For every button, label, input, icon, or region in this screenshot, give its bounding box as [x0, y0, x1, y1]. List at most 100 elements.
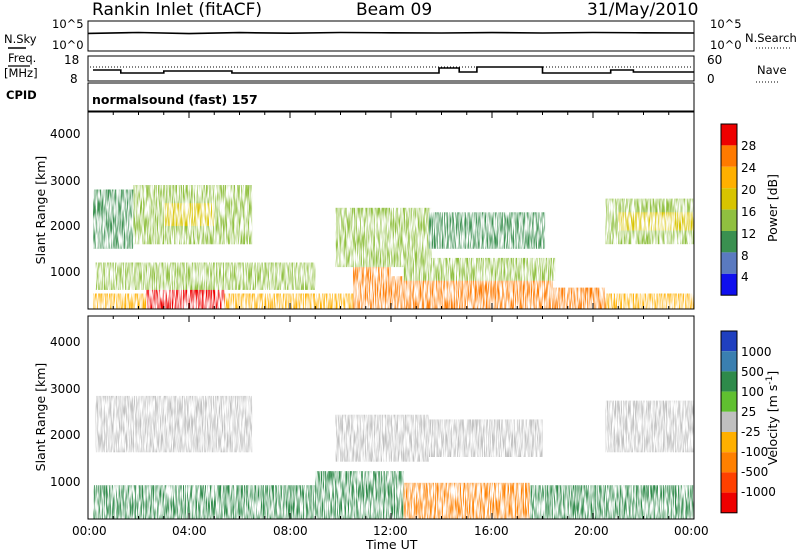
velocity-ctick-100: 100	[741, 385, 764, 399]
colorbar-segment	[721, 231, 737, 253]
colorbar-segment	[721, 166, 737, 189]
nave-label: Nave	[757, 63, 787, 77]
nsearch-tick-high: 10^5	[710, 17, 742, 31]
power-ctick-24: 24	[741, 161, 757, 175]
power-colorbar	[720, 123, 738, 296]
colorbar-segment	[721, 252, 737, 274]
velocity-ctick-neg100: -100	[741, 445, 769, 459]
echo-region	[163, 203, 215, 226]
colorbar-segment	[721, 432, 737, 453]
colorbar-segment	[721, 472, 737, 493]
power-data	[93, 185, 694, 309]
beam-title: Beam 09	[356, 0, 433, 20]
colorbar-segment	[721, 188, 737, 210]
freq-label: Freq.	[8, 51, 37, 65]
nsearch-label: N.Search	[745, 31, 797, 45]
power-ytick-2000: 2000	[50, 219, 81, 233]
power-ytick-3000: 3000	[50, 174, 81, 188]
echo-region	[93, 189, 134, 249]
echo-region	[542, 287, 606, 309]
velocity-ctick-25: 25	[741, 405, 757, 419]
colorbar-segment	[721, 124, 737, 146]
colorbar-segment	[721, 492, 737, 513]
velocity-ytick-1000: 1000	[50, 475, 81, 489]
xtick-0800: 08:00	[273, 524, 308, 538]
power-ylabel: Slant Range [km]	[33, 156, 48, 265]
xtick-1600: 16:00	[474, 524, 509, 538]
freq-trace	[93, 66, 694, 74]
echo-region	[335, 207, 432, 268]
freq-panel	[87, 55, 695, 82]
echo-region	[428, 212, 546, 249]
echo-region	[529, 485, 694, 519]
colorbar-frame	[720, 123, 738, 296]
velocity-ctick-500: 500	[741, 365, 764, 379]
xtick-2400: 00:00	[674, 524, 709, 538]
power-ctick-28: 28	[741, 139, 757, 153]
colorbar-segment	[721, 371, 737, 392]
velocity-ytick-4000: 4000	[50, 335, 81, 349]
axis-ticks	[87, 112, 695, 519]
colorbar-segment	[721, 391, 737, 412]
velocity-colorbar	[720, 330, 738, 514]
echo-region	[428, 419, 543, 457]
echo-region	[353, 267, 391, 309]
colorbar-segment	[721, 351, 737, 372]
echo-region	[95, 262, 316, 290]
xtick-1200: 12:00	[373, 524, 408, 538]
nsky-trace	[87, 31, 695, 35]
freq-tick-high: 18	[64, 53, 80, 67]
power-ctick-12: 12	[741, 227, 757, 241]
power-scale-label: Power [dB]	[765, 174, 780, 242]
echo-region	[315, 471, 404, 519]
freq-unit: [MHz]	[4, 66, 38, 80]
power-ytick-1000: 1000	[50, 265, 81, 279]
echo-region	[93, 485, 316, 519]
station-title: Rankin Inlet (fitACF)	[92, 0, 263, 20]
nave-tick-high: 60	[707, 53, 723, 67]
colorbar-segment	[721, 452, 737, 473]
echo-region	[335, 414, 429, 462]
echo-region	[403, 257, 556, 281]
velocity-ctick-neg500: -500	[741, 465, 769, 479]
velocity-ylabel: Slant Range [km]	[33, 363, 48, 472]
power-ctick-8: 8	[741, 249, 749, 263]
nsky-tick-low: 10^0	[52, 38, 84, 52]
echo-region	[403, 482, 530, 519]
nave-tick-low: 0	[707, 72, 715, 86]
velocity-ytick-2000: 2000	[50, 428, 81, 442]
freq-line	[93, 66, 694, 74]
nsky-label: N.Sky	[4, 32, 37, 46]
nsky-panel	[87, 20, 695, 52]
cpid-text: normalsound (fast) 157	[92, 92, 258, 107]
power-ctick-20: 20	[741, 183, 757, 197]
colorbar-segment	[721, 145, 737, 167]
xtick-0000: 00:00	[72, 524, 107, 538]
nsky-line	[87, 31, 695, 35]
power-ctick-4: 4	[741, 270, 749, 284]
colorbar-segment	[721, 273, 737, 296]
freq-tick-low: 8	[70, 72, 78, 86]
echo-region	[618, 212, 694, 231]
velocity-ytick-3000: 3000	[50, 382, 81, 396]
echo-region	[605, 400, 694, 453]
xtick-0400: 04:00	[172, 524, 207, 538]
velocity-ctick-1000: 1000	[741, 345, 772, 359]
colorbar-frame	[720, 330, 738, 514]
velocity-scale-label: Velocity [m s-1]	[765, 371, 780, 465]
date-title: 31/May/2010	[587, 0, 699, 20]
nsky-tick-high: 10^5	[52, 17, 84, 31]
power-ytick-4000: 4000	[50, 127, 81, 141]
xaxis-label: Time UT	[366, 537, 418, 552]
velocity-data	[93, 395, 694, 519]
xtick-2000: 20:00	[574, 524, 609, 538]
power-ctick-16: 16	[741, 205, 757, 219]
velocity-ctick-neg25: -25	[741, 425, 761, 439]
cpid-label: CPID	[6, 88, 37, 102]
colorbar-segment	[721, 331, 737, 352]
echo-region	[95, 395, 253, 453]
echo-region	[391, 276, 553, 309]
velocity-ctick-neg1000: -1000	[741, 485, 776, 499]
nsearch-tick-low: 10^0	[710, 38, 742, 52]
